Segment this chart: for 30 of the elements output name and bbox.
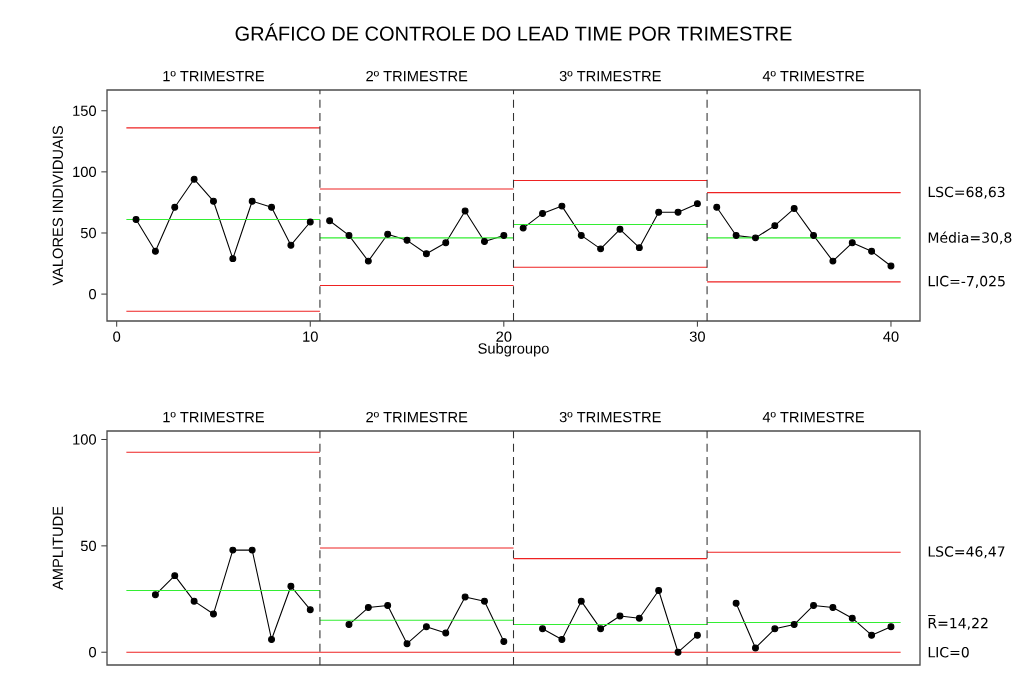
chart-title: GRÁFICO DE CONTROLE DO LEAD TIME POR TRIMESTRE [235,23,792,41]
text: 1º TRIMESTRE [163,70,264,82]
y-tick-label: 0 [89,647,97,658]
text: R̅=14,22 [928,615,988,630]
y-tick-label: 0 [89,288,97,300]
text: LIC=0 [928,646,969,658]
y-tick-label: 50 [80,540,97,552]
text: 4º TRIMESTRE [762,411,865,423]
y-axis-title: VALORES INDIVIDUAIS [52,126,63,286]
x-tick-label: 10 [303,331,318,342]
text: 2º TRIMESTRE [366,411,468,423]
x-axis-title: Subgroupo [478,342,549,357]
x-tick-label: 40 [883,331,899,342]
y-tick-label: 100 [73,434,97,445]
text: LIC=-7,025 [928,275,1005,288]
text: 3º TRIMESTRE [559,411,661,423]
y-tick-label: 100 [73,166,97,178]
text: 4º TRIMESTRE [762,70,865,82]
text: LSC=68,63 [928,186,1005,199]
text: 3º TRIMESTRE [559,70,661,82]
y-tick-label: 150 [73,105,97,116]
text: Média=30,8 [928,231,1012,245]
text: 1º TRIMESTRE [163,411,264,423]
text: LSC=46,47 [928,546,1005,559]
y-axis-title: AMPLITUDE [52,506,63,590]
x-tick-label: 20 [496,331,512,342]
text: 2º TRIMESTRE [366,70,468,82]
y-tick-label: 50 [80,227,97,239]
x-tick-label: 30 [689,331,705,342]
x-tick-label: 0 [113,331,121,342]
